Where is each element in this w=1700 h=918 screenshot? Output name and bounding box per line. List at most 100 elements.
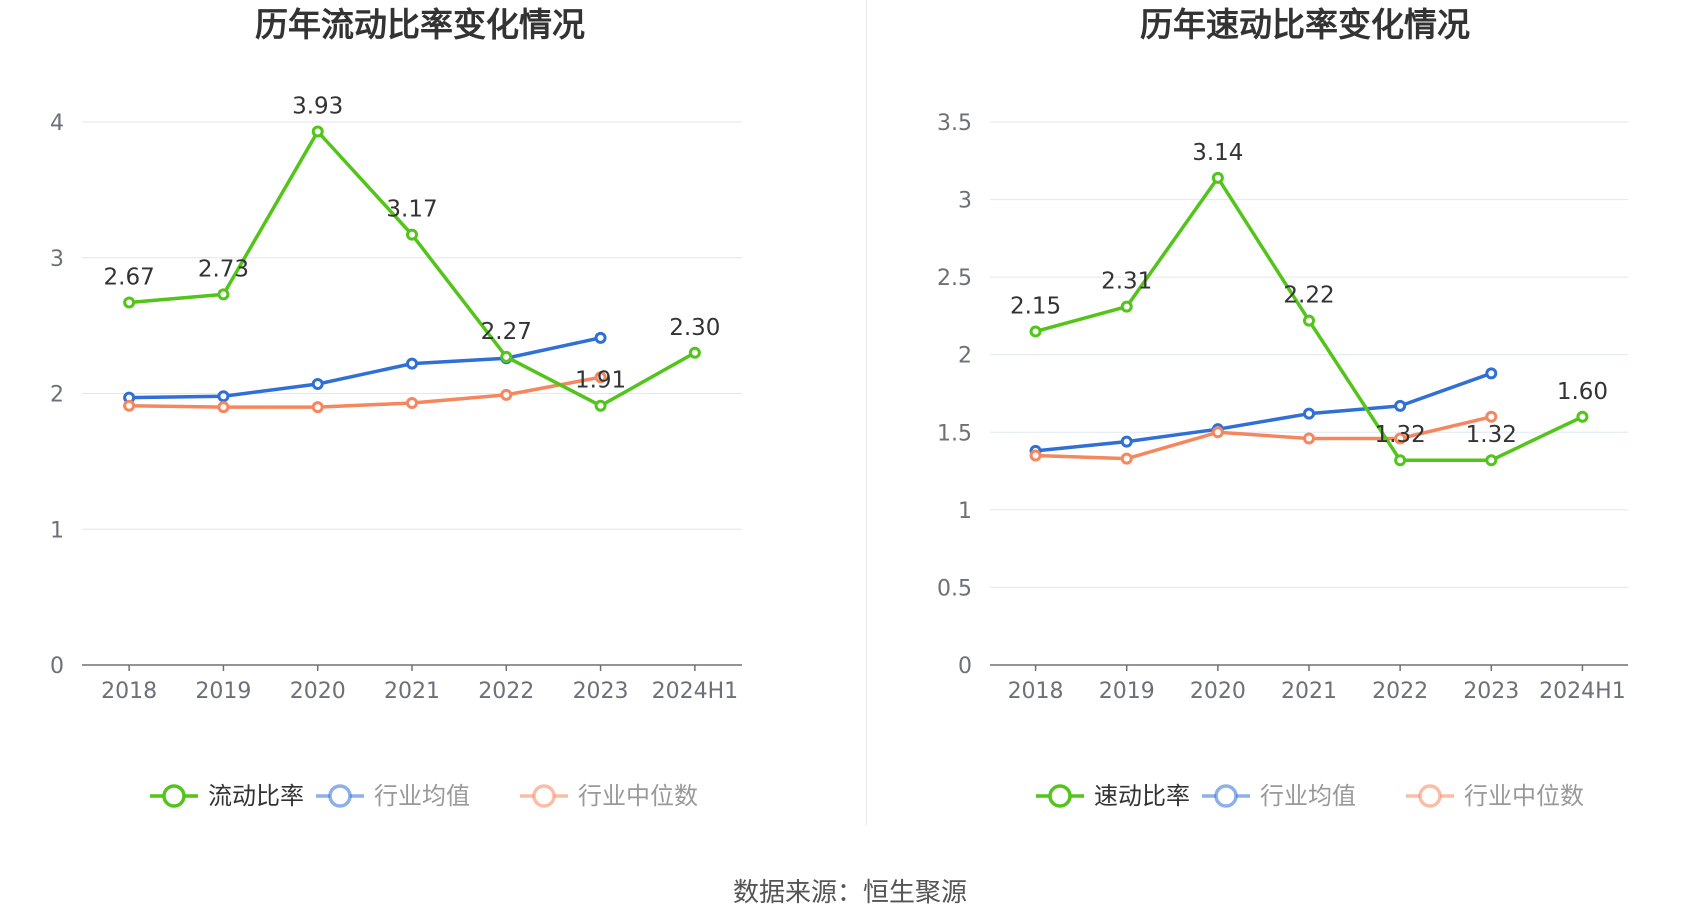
y-tick-label: 4 xyxy=(50,111,64,136)
data-point xyxy=(1485,367,1498,380)
data-label: 1.91 xyxy=(575,368,626,394)
data-point xyxy=(311,125,324,138)
data-point xyxy=(123,296,136,309)
data-point xyxy=(217,390,230,403)
data-point xyxy=(1394,432,1407,445)
legend-marker-icon xyxy=(162,784,186,808)
data-label: 1.32 xyxy=(1466,422,1517,448)
data-point xyxy=(1211,171,1224,184)
data-point xyxy=(217,401,230,414)
data-point xyxy=(594,371,607,384)
x-tick-label: 2021 xyxy=(1281,679,1337,704)
y-tick-label: 3 xyxy=(50,247,64,272)
data-point xyxy=(1485,454,1498,467)
x-tick-label: 2020 xyxy=(1190,679,1246,704)
legend-item-3: 行业中位数 xyxy=(1406,782,1584,810)
x-tick-label: 2022 xyxy=(478,679,534,704)
x-tick-label: 2024H1 xyxy=(1539,679,1626,704)
x-tick-label: 2023 xyxy=(1463,679,1519,704)
legend-label: 流动比率 xyxy=(208,782,304,810)
data-point xyxy=(1485,410,1498,423)
x-tick-label: 2020 xyxy=(290,679,346,704)
legend-label: 行业中位数 xyxy=(578,782,698,810)
legend-label: 行业均值 xyxy=(1260,782,1356,810)
series-line-3 xyxy=(129,375,601,409)
data-point xyxy=(1303,432,1315,445)
data-point xyxy=(406,357,418,370)
legend-item-1: 流动比率 xyxy=(150,782,304,810)
data-label: 2.15 xyxy=(1010,293,1061,319)
data-point xyxy=(311,401,324,414)
panel-divider xyxy=(866,0,867,825)
data-label: 3.93 xyxy=(292,94,343,120)
data-point xyxy=(1394,399,1407,412)
data-source-note: 数据来源：恒生聚源 xyxy=(732,878,967,908)
data-label: 2.31 xyxy=(1101,269,1152,295)
y-tick-label: 3 xyxy=(958,189,972,214)
data-point xyxy=(1576,410,1589,423)
data-point xyxy=(688,346,701,359)
data-point xyxy=(1303,314,1315,327)
data-point xyxy=(1303,407,1315,420)
y-tick-label: 3.5 xyxy=(937,111,972,136)
legend-marker-icon xyxy=(1048,784,1072,808)
data-point xyxy=(217,288,230,301)
chart-title: 历年流动比率变化情况 xyxy=(255,5,585,44)
data-point xyxy=(1120,300,1133,313)
legend-marker-icon xyxy=(1418,784,1442,808)
chart-title: 历年速动比率变化情况 xyxy=(1140,5,1470,44)
series-line-3 xyxy=(1035,415,1492,461)
y-tick-label: 2 xyxy=(50,383,64,408)
y-tick-label: 2.5 xyxy=(937,266,972,291)
data-label: 2.27 xyxy=(481,319,532,345)
x-tick-label: 2021 xyxy=(384,679,440,704)
x-tick-label: 2018 xyxy=(1008,679,1064,704)
chart-panel-2: 历年速动比率变化情况 0 0.5 1 1.5 2 2.5 3 3.5 2018 2019 2020 20… xyxy=(937,5,1628,810)
data-label: 2.22 xyxy=(1283,283,1334,309)
data-point xyxy=(594,399,607,412)
series-line-2 xyxy=(129,336,601,400)
data-label: 2.30 xyxy=(669,315,720,341)
legend-label: 速动比率 xyxy=(1094,782,1190,810)
series-line-2 xyxy=(1035,371,1492,453)
x-tick-label: 2023 xyxy=(573,679,629,704)
y-tick-label: 1 xyxy=(50,518,64,543)
legend-marker-icon xyxy=(328,784,352,808)
data-point xyxy=(406,228,418,241)
y-tick-label: 0 xyxy=(958,654,972,679)
data-point xyxy=(123,399,136,412)
legend-marker-icon xyxy=(1214,784,1238,808)
legend-item-2: 行业均值 xyxy=(1202,782,1356,810)
legend-item-3: 行业中位数 xyxy=(520,782,698,810)
y-tick-label: 1 xyxy=(958,499,972,524)
data-point xyxy=(1029,325,1042,338)
legend-label: 行业均值 xyxy=(374,782,470,810)
data-point xyxy=(1394,454,1407,467)
data-point xyxy=(1120,435,1133,448)
data-label: 2.67 xyxy=(104,265,155,291)
y-tick-label: 0 xyxy=(50,654,64,679)
data-point xyxy=(1029,449,1042,462)
chart-panel-1: 历年流动比率变化情况 0 1 2 3 4 2018 2019 2020 2021 2022 2023 2… xyxy=(50,5,742,810)
legend-marker-icon xyxy=(532,784,556,808)
data-label: 2.73 xyxy=(198,256,249,282)
data-point xyxy=(406,397,418,410)
x-tick-label: 2018 xyxy=(101,679,157,704)
data-point xyxy=(311,377,324,390)
y-tick-label: 1.5 xyxy=(937,421,972,446)
y-tick-label: 0.5 xyxy=(937,576,972,601)
x-tick-label: 2019 xyxy=(195,679,251,704)
data-point xyxy=(1211,426,1224,439)
data-point xyxy=(1120,452,1133,465)
data-point xyxy=(500,350,513,363)
data-label: 3.14 xyxy=(1192,140,1243,166)
data-label: 3.17 xyxy=(386,197,437,223)
data-point xyxy=(500,388,513,401)
legend-item-2: 行业均值 xyxy=(316,782,470,810)
x-tick-label: 2024H1 xyxy=(652,679,739,704)
x-tick-label: 2022 xyxy=(1372,679,1428,704)
data-point xyxy=(594,331,607,344)
y-tick-label: 2 xyxy=(958,344,972,369)
legend-item-1: 速动比率 xyxy=(1036,782,1190,810)
